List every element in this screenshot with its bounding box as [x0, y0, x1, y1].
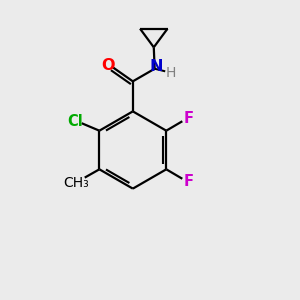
Text: CH₃: CH₃: [63, 176, 89, 190]
Text: O: O: [101, 58, 115, 74]
Text: H: H: [165, 66, 176, 80]
Text: Cl: Cl: [67, 114, 83, 129]
Text: N: N: [149, 59, 163, 74]
Text: F: F: [183, 111, 193, 126]
Text: F: F: [183, 174, 193, 189]
